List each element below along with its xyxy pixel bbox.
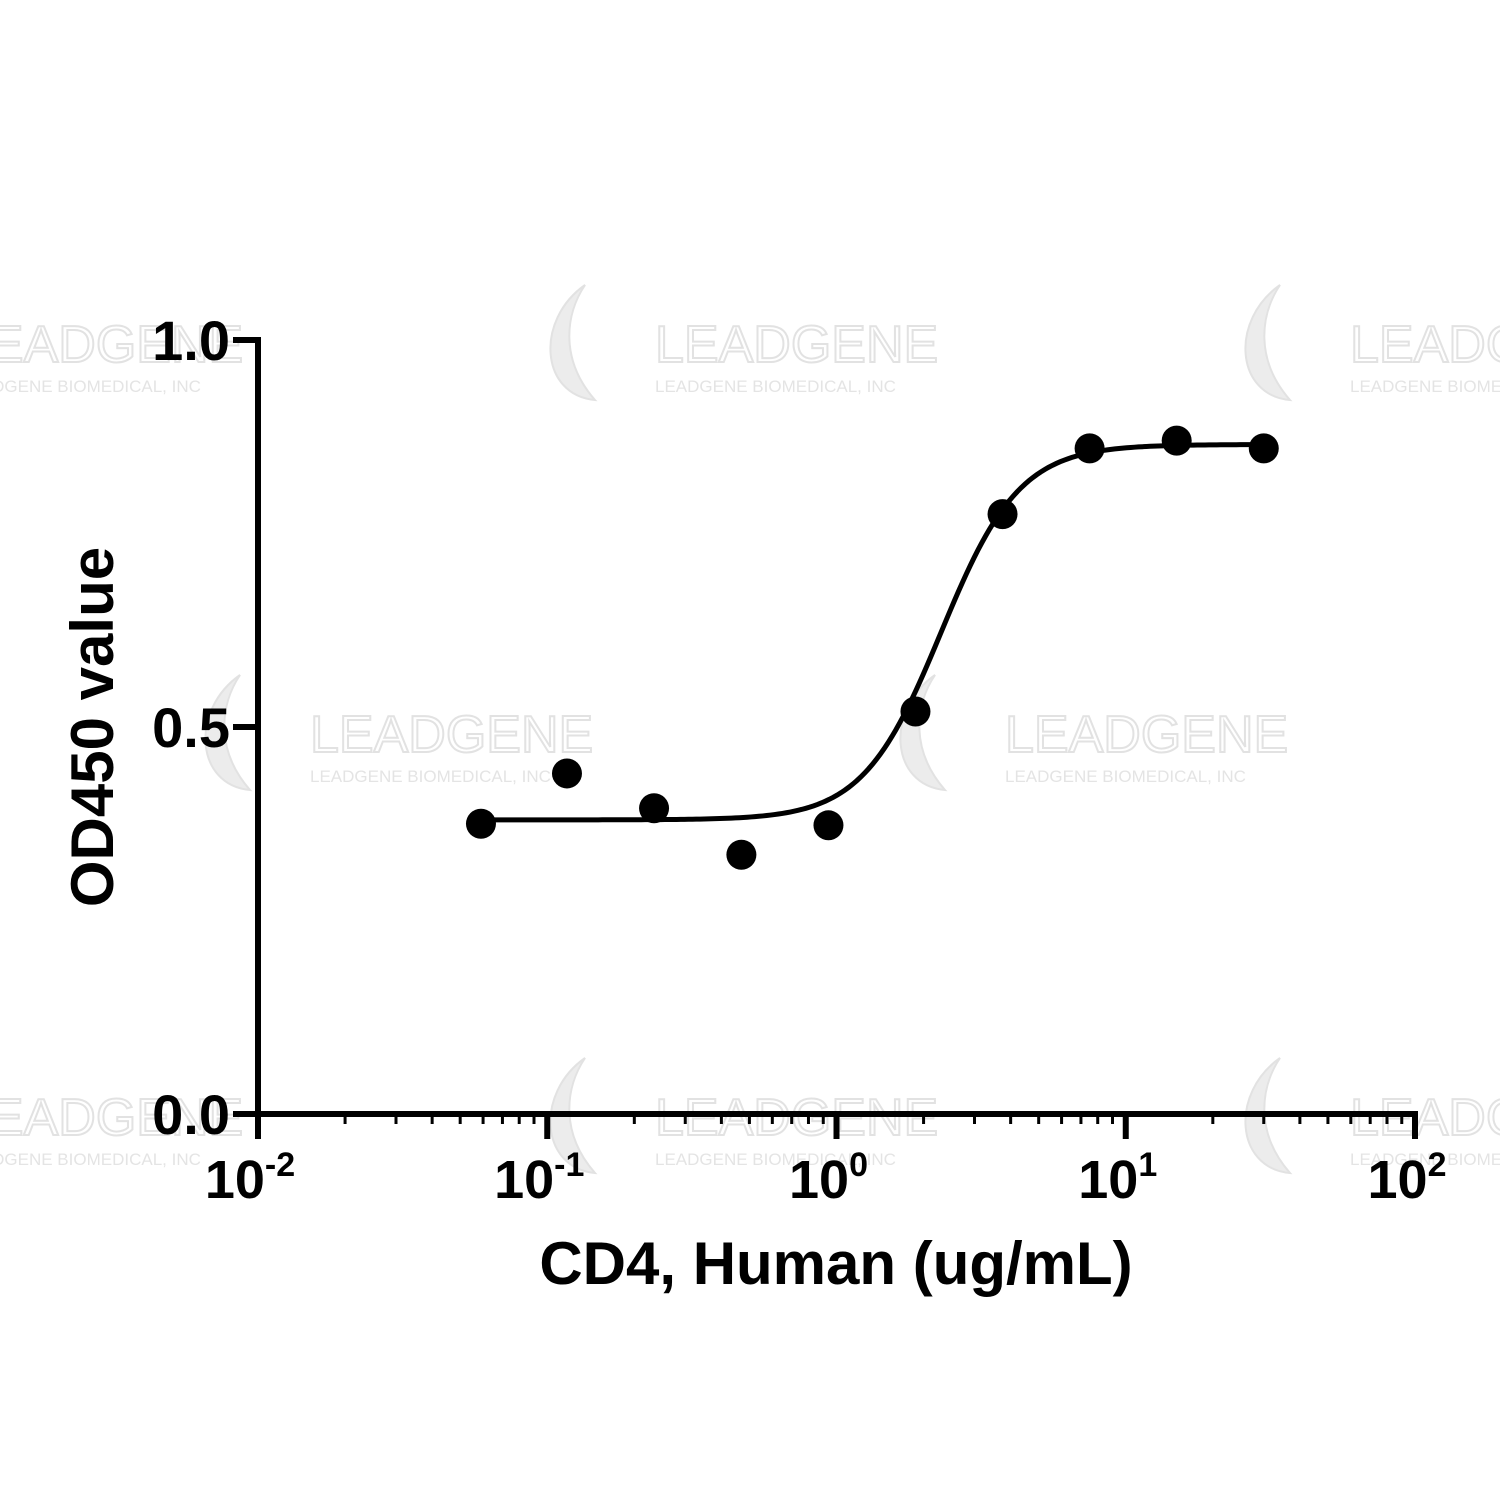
data-point [1161, 425, 1192, 456]
watermark-company: LEADGENE BIOMEDICAL, INC [655, 1150, 896, 1169]
watermark: LEADGENE LEADGENE BIOMEDICAL, INC [1244, 284, 1500, 402]
watermark: LEADGENE LEADGENE BIOMEDICAL, INC [1244, 1057, 1500, 1175]
data-point [1074, 433, 1105, 464]
watermark-brand: LEADGENE [655, 316, 938, 374]
data-point [551, 758, 582, 789]
x-tick-label: 101 [1078, 1146, 1157, 1210]
data-point [987, 499, 1018, 530]
x-tick-label: 100 [789, 1146, 868, 1210]
leaf-logo-icon [1244, 1057, 1293, 1175]
y-tick-label: 0.0 [152, 1083, 230, 1146]
data-point [726, 839, 757, 870]
axes [233, 337, 1418, 1139]
watermark: LEADGENE LEADGENE BIOMEDICAL, INC [204, 674, 594, 792]
watermark-company: LEADGENE BIOMEDICAL, INC [1350, 377, 1500, 396]
watermark-company: LEADGENE BIOMEDICAL, INC [1350, 1150, 1500, 1169]
watermark-company: LEADGENE BIOMEDICAL, INC [0, 1150, 201, 1169]
data-points [465, 425, 1279, 870]
data-point [465, 808, 496, 839]
watermark: LEADGENE LEADGENE BIOMEDICAL, INC [0, 315, 244, 396]
data-point [639, 793, 670, 824]
watermark-company: LEADGENE BIOMEDICAL, INC [0, 377, 201, 396]
data-point [1248, 433, 1279, 464]
leaf-logo-icon [899, 674, 948, 792]
watermark: LEADGENE LEADGENE BIOMEDICAL, INC [0, 1088, 244, 1169]
watermark: LEADGENE LEADGENE BIOMEDICAL, INC [549, 284, 939, 402]
leaf-logo-icon [549, 284, 598, 402]
watermark-brand: LEADGENE [1005, 706, 1288, 764]
data-point [900, 696, 931, 727]
fit-curve [480, 442, 1264, 823]
watermark-company: LEADGENE BIOMEDICAL, INC [655, 377, 896, 396]
x-tick-label: 10-1 [494, 1146, 584, 1210]
watermark-brand: LEADGENE [0, 316, 243, 374]
watermark: LEADGENE LEADGENE BIOMEDICAL, INC [549, 1057, 939, 1175]
y-tick-label: 0.5 [152, 696, 230, 759]
watermark-company: LEADGENE BIOMEDICAL, INC [310, 767, 551, 786]
x-tick-label: 10-2 [205, 1146, 295, 1210]
watermark-brand: LEADGENE [1350, 1089, 1500, 1147]
watermark-brand: LEADGENE [310, 706, 593, 764]
watermark-brand: LEADGENE [1350, 316, 1500, 374]
x-tick-label: 102 [1368, 1146, 1447, 1210]
watermark: LEADGENE LEADGENE BIOMEDICAL, INC [899, 674, 1289, 792]
data-point [813, 810, 844, 841]
leaf-logo-icon [1244, 284, 1293, 402]
watermark-company: LEADGENE BIOMEDICAL, INC [1005, 767, 1246, 786]
y-tick-label: 1.0 [152, 309, 230, 372]
leaf-logo-icon [549, 1057, 598, 1175]
leaf-logo-icon [204, 674, 253, 792]
watermark-brand: LEADGENE [0, 1089, 243, 1147]
y-axis-title: OD450 value [59, 547, 126, 907]
watermark-brand: LEADGENE [655, 1089, 938, 1147]
x-axis-title: CD4, Human (ug/mL) [539, 1230, 1132, 1297]
